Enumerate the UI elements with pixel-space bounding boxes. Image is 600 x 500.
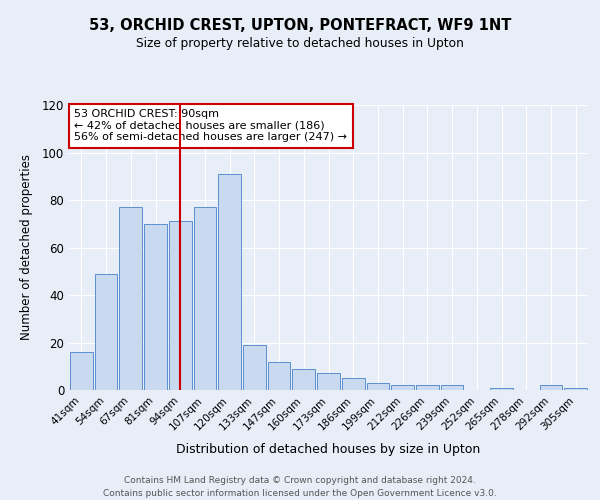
Text: 53 ORCHID CREST: 90sqm
← 42% of detached houses are smaller (186)
56% of semi-de: 53 ORCHID CREST: 90sqm ← 42% of detached…: [74, 110, 347, 142]
X-axis label: Distribution of detached houses by size in Upton: Distribution of detached houses by size …: [176, 443, 481, 456]
Text: Size of property relative to detached houses in Upton: Size of property relative to detached ho…: [136, 38, 464, 51]
Text: 53, ORCHID CREST, UPTON, PONTEFRACT, WF9 1NT: 53, ORCHID CREST, UPTON, PONTEFRACT, WF9…: [89, 18, 511, 32]
Bar: [490, 388, 513, 390]
Bar: [144, 224, 167, 390]
Bar: [539, 385, 562, 390]
Bar: [70, 352, 93, 390]
Bar: [218, 174, 241, 390]
Text: Contains public sector information licensed under the Open Government Licence v3: Contains public sector information licen…: [103, 489, 497, 498]
Y-axis label: Number of detached properties: Number of detached properties: [20, 154, 34, 340]
Bar: [441, 385, 463, 390]
Bar: [119, 207, 142, 390]
Bar: [367, 383, 389, 390]
Bar: [95, 274, 118, 390]
Bar: [194, 207, 216, 390]
Bar: [317, 374, 340, 390]
Bar: [342, 378, 365, 390]
Text: Contains HM Land Registry data © Crown copyright and database right 2024.: Contains HM Land Registry data © Crown c…: [124, 476, 476, 485]
Bar: [292, 368, 315, 390]
Bar: [564, 388, 587, 390]
Bar: [416, 385, 439, 390]
Bar: [391, 385, 414, 390]
Bar: [169, 222, 191, 390]
Bar: [243, 345, 266, 390]
Bar: [268, 362, 290, 390]
